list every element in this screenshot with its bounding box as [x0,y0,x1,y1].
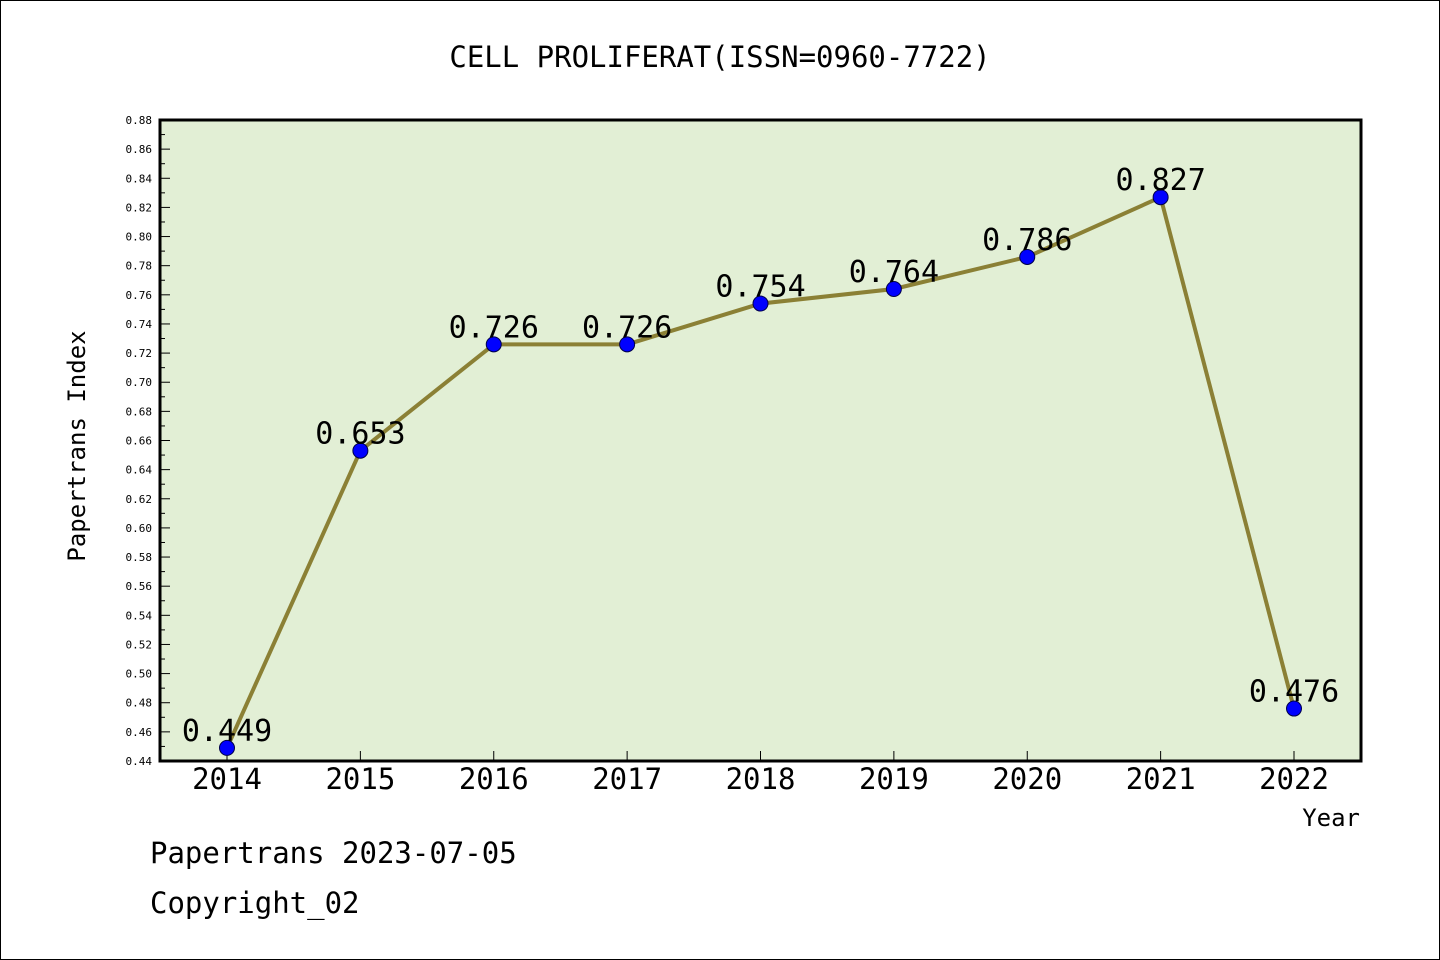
y-tick-label: 0.74 [126,318,153,331]
footer-copyright-text: Copyright_02 [150,886,360,920]
y-tick-label: 0.50 [126,668,153,681]
y-tick-label: 0.86 [126,143,153,156]
x-axis-label: Year [1302,804,1360,832]
y-tick-label: 0.54 [126,609,153,622]
chart-title: CELL PROLIFERAT(ISSN=0960-7722) [449,40,990,74]
data-points [219,189,1302,756]
data-label: 0.449 [182,714,272,749]
y-tick-label: 0.82 [126,201,153,214]
y-tick-label: 0.58 [126,551,153,564]
data-point [619,336,636,353]
y-tick-label: 0.44 [126,755,153,768]
footer-date-text: Papertrans 2023-07-05 [150,836,517,870]
y-axis-label: Papertrans Index [63,330,91,561]
data-point [1019,248,1036,265]
y-tick-label: 0.56 [126,580,153,593]
data-point [752,295,769,312]
y-tick-label: 0.60 [126,522,153,535]
y-tick-label: 0.70 [126,376,153,389]
x-tick-label: 2021 [1126,762,1196,796]
data-label: 0.726 [582,310,672,345]
y-axis: 0.44 0.46 0.48 0.50 0.52 0.54 0.56 0.58 0.60 0.62… [126,114,170,768]
y-tick-label: 0.66 [126,435,153,448]
y-tick-label: 0.52 [126,638,153,651]
plot-area [158,118,1363,763]
x-tick-label: 2018 [726,762,796,796]
y-tick-label: 0.80 [126,231,153,244]
y-tick-label: 0.48 [126,697,153,710]
y-tick-label: 0.62 [126,493,153,506]
x-tick-label: 2022 [1259,762,1329,796]
data-point [352,442,369,459]
y-tick-label: 0.46 [126,726,153,739]
y-tick-label: 0.68 [126,405,153,418]
y-tick-label: 0.64 [126,464,153,477]
y-tick-label: 0.84 [126,172,153,185]
x-tick-label: 2020 [992,762,1062,796]
data-point [1286,700,1302,717]
data-label: 0.476 [1249,675,1339,710]
x-tick-label: 2015 [325,762,395,796]
x-tick-label: 2014 [192,762,262,796]
data-point [885,280,902,297]
y-tick-label: 0.76 [126,289,153,302]
data-label: 0.653 [315,417,405,452]
data-label: 0.726 [449,310,539,345]
x-tick-label: 2016 [459,762,529,796]
data-label: 0.827 [1115,163,1205,198]
data-label: 0.764 [849,255,939,290]
x-tick-label: 2017 [592,762,662,796]
y-tick-label: 0.72 [126,347,153,360]
data-label: 0.786 [982,223,1072,258]
y-tick-label: 0.88 [126,114,153,127]
data-labels: 0.449 0.653 0.726 0.726 0.754 0.764 0.786 0.827… [182,163,1339,749]
data-point [219,739,235,756]
x-tick-label: 2019 [859,762,929,796]
data-point [1152,189,1169,206]
data-point [485,336,502,353]
data-label: 0.754 [715,270,805,305]
y-tick-label: 0.78 [126,260,153,273]
x-axis: 2014 2015 2016 2017 2018 2019 2020 2021 2022 [192,751,1329,796]
